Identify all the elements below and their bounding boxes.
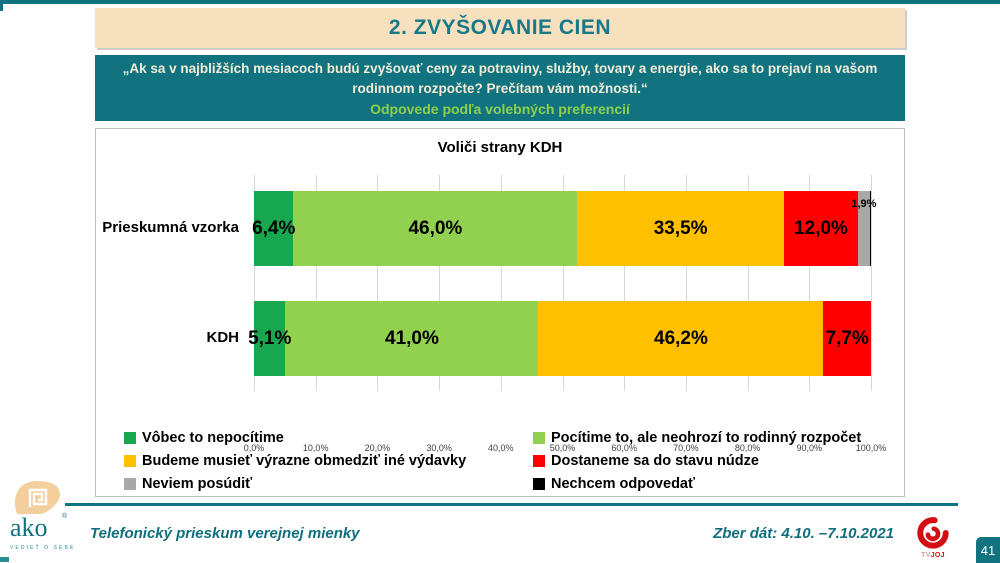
gridline: [377, 175, 379, 391]
x-tick-label: 60,0%: [611, 443, 637, 453]
segment-label: 46,2%: [654, 327, 708, 349]
gridline: [439, 175, 441, 391]
footer-divider: [65, 503, 958, 506]
segment-label: 46,0%: [408, 217, 463, 239]
segment-label: 33,5%: [653, 217, 708, 239]
ako-logo-text: ako: [10, 513, 48, 542]
legend-label: Nechcem odpovedať: [551, 476, 695, 492]
bar-row: 5,1% 41,0% 46,2% 7,7%: [248, 301, 871, 376]
x-tick-label: 40,0%: [488, 443, 514, 453]
ako-logo: ako ® VEDIEŤ O SEBE: [6, 481, 73, 559]
gridline: [871, 175, 872, 391]
bottom-left-accent: [0, 557, 9, 562]
ako-logo-registered: ®: [62, 513, 68, 520]
chart-legend: Vôbec to nepocítime Pocítime to, ale neoh…: [124, 430, 894, 492]
legend-item: Vôbec to nepocítime: [124, 430, 533, 446]
legend-marker: [533, 432, 545, 444]
bar-segment: [869, 191, 871, 266]
legend-item: Nechcem odpovedať: [533, 476, 894, 492]
segment-label: 5,1%: [248, 327, 292, 349]
gridline: [315, 175, 317, 391]
legend-marker: [533, 455, 545, 467]
legend-marker: [124, 455, 136, 467]
tvjoj-swirl-icon: [917, 517, 949, 549]
category-label: Prieskumná vzorka: [102, 219, 239, 237]
x-tick-label: 50,0%: [549, 443, 576, 453]
ako-head-icon: [15, 481, 60, 515]
x-tick-label: 90,0%: [796, 443, 823, 453]
question-subtitle: Odpovede podľa volebných preferencií: [370, 100, 630, 117]
gridline: [685, 175, 687, 391]
legend-label: Dostaneme sa do stavu núdze: [551, 453, 759, 469]
slide-title-box: 2. ZVYŠOVANIE CIEN: [95, 8, 905, 48]
legend-label: Pocítime to, ale neohrozí to rodinný roz…: [551, 430, 862, 446]
legend-marker: [124, 478, 136, 490]
gridline: [254, 175, 255, 391]
bar-segment: 12,0%: [783, 191, 859, 266]
gridline: [747, 175, 749, 391]
bar-segment: 41,0%: [285, 301, 539, 376]
segment-label-outside: 1,9%: [851, 198, 877, 210]
legend-marker: [124, 432, 136, 444]
segment-label: 7,7%: [825, 327, 869, 349]
legend-item: Neviem posúdiť: [124, 476, 533, 492]
page-number: 41: [980, 542, 996, 558]
tvjoj-joj-text: JOJ: [930, 552, 945, 559]
legend-label: Neviem posúdiť: [142, 476, 253, 492]
legend-marker: [533, 478, 545, 490]
bar-segment: 46,2%: [538, 301, 824, 376]
chart-title: Voliči strany KDH: [437, 139, 563, 156]
legend-item: Budeme musieť výrazne obmedziť iné výdav…: [124, 453, 533, 469]
bar-segment: 6,4%: [252, 191, 296, 266]
legend-item: Dostaneme sa do stavu núdze: [533, 453, 894, 469]
x-tick-label: 80,0%: [734, 443, 761, 453]
ako-logo-tagline: VEDIEŤ O SEBE: [10, 545, 76, 551]
bar-row: 6,4% 46,0% 33,5% 12,0% 1,9%: [252, 191, 876, 266]
chart-container: Voliči strany KDH 6,4% 46,0% 33,5% 12,0% 1,9…: [95, 128, 905, 497]
gridline: [500, 175, 502, 391]
tvjoj-logo-text: TVJOJ: [912, 552, 954, 559]
x-tick-label: 70,0%: [673, 443, 699, 453]
segment-label: 12,0%: [794, 217, 848, 239]
question-text: „Ak sa v najbližších mesiacoch budú zvyš…: [122, 61, 878, 96]
x-tick-label: 100,0%: [855, 443, 887, 453]
category-label: KDH: [206, 329, 240, 347]
bar-segment: 33,5%: [577, 191, 784, 266]
x-tick-label: 10,0%: [302, 443, 329, 453]
x-tick-label: 30,0%: [426, 443, 452, 453]
legend-item: Pocítime to, ale neohrozí to rodinný roz…: [533, 430, 894, 446]
top-accent-bar: [0, 0, 1000, 4]
bar-segment: [858, 191, 870, 266]
bar-segment: 46,0%: [293, 191, 578, 266]
legend-label: Vôbec to nepocítime: [142, 430, 284, 446]
legend-label: Budeme musieť výrazne obmedziť iné výdav…: [142, 453, 467, 469]
page-number-badge: 41: [976, 537, 1000, 563]
bar-segment: 7,7%: [823, 301, 871, 376]
left-accent-bar: [0, 0, 3, 11]
gridline: [624, 175, 626, 391]
tvjoj-tv-text: TV: [921, 552, 931, 559]
slide-title: 2. ZVYŠOVANIE CIEN: [388, 16, 612, 39]
footer-collection-dates: Zber dát: 4.10. –7.10.2021: [713, 525, 894, 542]
x-tick-label: 20,0%: [364, 443, 391, 453]
bar-segment: 5,1%: [248, 301, 291, 376]
segment-label: 6,4%: [252, 217, 296, 239]
question-box: „Ak sa v najbližších mesiacoch budú zvyš…: [95, 55, 905, 121]
x-tick-label: 0,0%: [243, 443, 265, 453]
segment-label: 41,0%: [385, 327, 439, 349]
gridline: [562, 175, 564, 391]
tvjoj-logo: TVJOJ: [912, 516, 954, 559]
x-axis: 0,0% 10,0% 20,0% 30,0% 40,0% 50,0% 60,0% 70,0% 8…: [244, 443, 887, 457]
gridline: [809, 175, 811, 391]
footer-survey-label: Telefonický prieskum verejnej mienky: [90, 525, 360, 542]
plot-area: 6,4% 46,0% 33,5% 12,0% 1,9% 5,1% 41,0% 46,2% 7,7…: [248, 175, 876, 391]
